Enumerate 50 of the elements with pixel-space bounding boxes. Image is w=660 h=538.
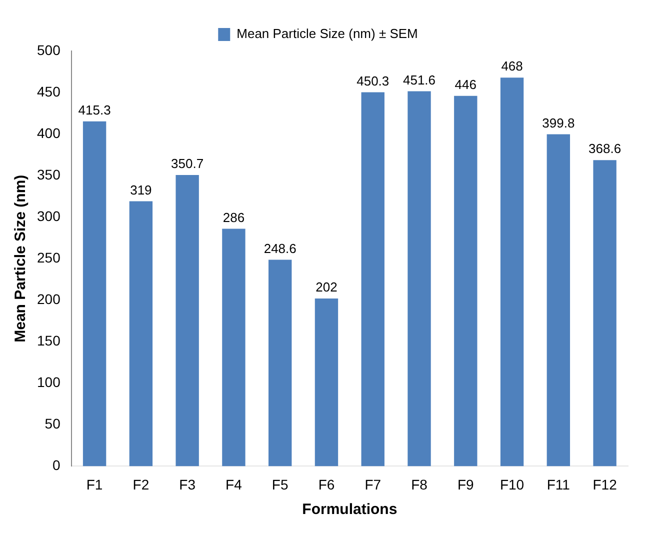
bar (268, 260, 292, 466)
y-tick-label: 50 (44, 416, 61, 432)
x-tick-label: F3 (179, 476, 196, 492)
x-tick-label: F2 (132, 476, 150, 492)
data-label: 248.6 (264, 240, 296, 256)
data-label: 319 (130, 182, 152, 198)
y-tick-label: 150 (37, 332, 61, 348)
y-tick-label: 200 (37, 290, 61, 307)
bar (454, 96, 478, 466)
x-tick-label: F11 (546, 476, 570, 492)
y-tick-label: 450 (37, 83, 61, 100)
legend-label: Mean Particle Size (nm) ± SEM (236, 26, 418, 42)
x-tick-label: F7 (364, 476, 382, 492)
y-tick-label: 500 (37, 42, 61, 58)
data-label: 450.3 (356, 73, 390, 88)
data-label: 399.8 (542, 115, 575, 130)
data-label: 368.6 (588, 141, 622, 156)
y-tick-label: 300 (37, 208, 61, 224)
data-label: 202 (316, 280, 338, 295)
x-tick-label: F5 (272, 476, 288, 492)
x-tick-label: F9 (457, 476, 474, 492)
x-axis-title: Formulations (302, 501, 398, 518)
bar (500, 78, 524, 466)
data-label: 350.7 (171, 156, 204, 172)
x-tick-label: F10 (500, 476, 524, 492)
data-label: 468 (501, 58, 523, 74)
y-tick-label: 400 (37, 124, 61, 141)
data-label: 415.3 (78, 102, 111, 118)
bar (176, 174, 199, 466)
y-tick-label: 0 (52, 457, 61, 474)
bar (361, 92, 384, 466)
y-axis-title: Mean Particle Size (nm) (12, 174, 30, 342)
y-tick-label: 100 (37, 374, 61, 390)
y-tick-label: 250 (37, 249, 61, 266)
bar (408, 91, 431, 466)
bar (546, 134, 570, 466)
bar (593, 160, 616, 466)
x-tick-label: F6 (318, 476, 335, 492)
x-tick-label: F8 (411, 476, 428, 492)
bar (82, 121, 106, 466)
data-label: 446 (454, 76, 476, 92)
bar (222, 228, 246, 466)
data-label: 286 (222, 210, 245, 225)
x-tick-label: F4 (226, 476, 242, 492)
data-label: 451.6 (402, 72, 436, 88)
bar (314, 298, 338, 466)
y-tick-label: 350 (37, 166, 61, 182)
x-tick-label: F12 (592, 476, 618, 492)
bar (129, 201, 153, 466)
x-tick-label: F1 (86, 476, 103, 492)
